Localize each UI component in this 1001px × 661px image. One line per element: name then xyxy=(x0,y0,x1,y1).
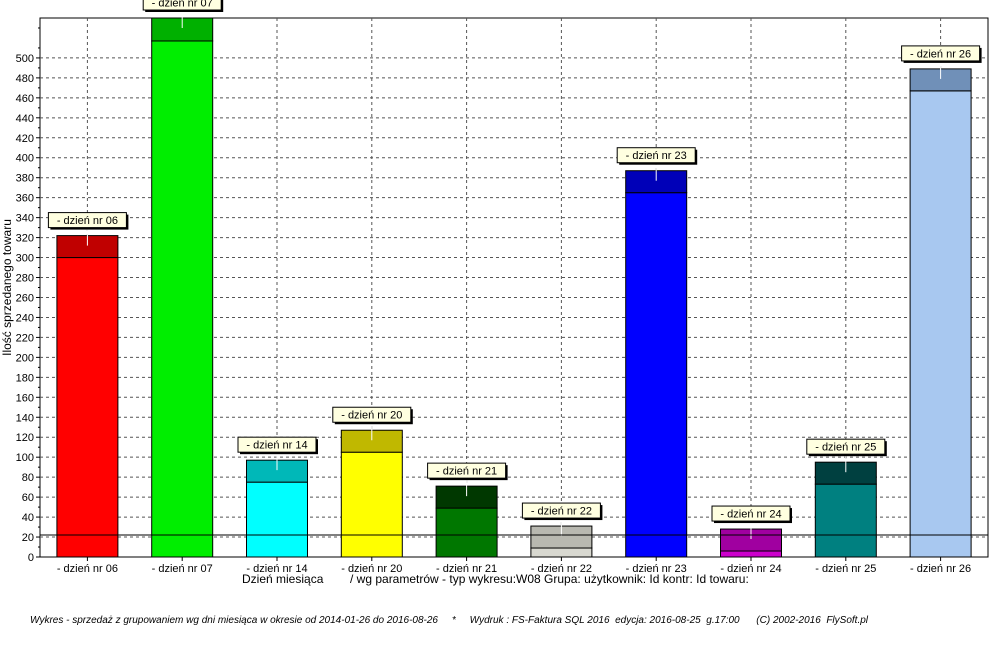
data-label-box xyxy=(427,462,507,479)
bar-base-segment xyxy=(814,483,877,558)
data-label-box xyxy=(47,212,127,229)
y-tick-label: 500 xyxy=(16,53,34,65)
data-label: - dzień nr 25 xyxy=(815,442,876,454)
bar-base-segment xyxy=(625,192,688,558)
data-label-box xyxy=(142,0,222,11)
y-tick-label: 400 xyxy=(16,153,34,165)
data-label-box xyxy=(616,147,696,164)
data-label-box xyxy=(521,502,601,519)
y-tick-label: 360 xyxy=(16,193,34,205)
bar-base-segment xyxy=(151,40,214,558)
y-tick-label: 120 xyxy=(16,432,34,444)
x-tick-label: - dzień nr 26 xyxy=(910,563,971,575)
y-tick-label: 480 xyxy=(16,73,34,85)
y-tick-label: 300 xyxy=(16,253,34,265)
y-tick-label: 180 xyxy=(16,372,34,384)
x-tick-label: - dzień nr 14 xyxy=(246,563,307,575)
x-tick-label: - dzień nr 25 xyxy=(815,563,876,575)
data-label: - dzień nr 23 xyxy=(626,150,687,162)
data-label: - dzień nr 20 xyxy=(341,410,402,422)
y-tick-label: 380 xyxy=(16,173,34,185)
bar-base-segment xyxy=(246,481,308,558)
y-tick-label: 240 xyxy=(16,312,34,324)
bar-base-segment xyxy=(340,451,403,558)
data-label-box xyxy=(901,45,981,62)
data-label: - dzień nr 24 xyxy=(720,509,781,521)
y-tick-label: 200 xyxy=(16,352,34,364)
data-label: - dzień nr 07 xyxy=(152,0,213,10)
x-tick-label: - dzień nr 22 xyxy=(531,563,592,575)
bar-base-segment xyxy=(720,550,782,558)
y-tick-label: 420 xyxy=(16,133,34,145)
bar-base-segment xyxy=(530,547,593,558)
y-tick-label: 60 xyxy=(22,492,34,504)
data-label: - dzień nr 21 xyxy=(436,466,497,478)
y-tick-label: 0 xyxy=(28,552,34,564)
x-tick-label: - dzień nr 07 xyxy=(152,563,213,575)
x-tick-label: - dzień nr 20 xyxy=(341,563,402,575)
y-tick-label: 140 xyxy=(16,412,34,424)
data-label: - dzień nr 26 xyxy=(910,48,971,60)
y-tick-label: 220 xyxy=(16,332,34,344)
y-axis-label: Ilość sprzedanego towaru xyxy=(0,219,14,356)
y-tick-label: 340 xyxy=(16,213,34,225)
bar-base-segment xyxy=(909,90,972,558)
x-tick-label: - dzień nr 06 xyxy=(57,563,118,575)
y-tick-label: 260 xyxy=(16,292,34,304)
y-tick-label: 280 xyxy=(16,273,34,285)
y-tick-label: 40 xyxy=(22,512,34,524)
y-tick-label: 20 xyxy=(22,532,34,544)
y-tick-label: 100 xyxy=(16,452,34,464)
x-tick-label: - dzień nr 23 xyxy=(626,563,687,575)
y-tick-label: 160 xyxy=(16,392,34,404)
data-label-box xyxy=(711,505,791,522)
data-label-box xyxy=(332,406,412,423)
data-label: - dzień nr 14 xyxy=(246,440,307,452)
x-axis-label: Dzień miesiąca xyxy=(242,572,324,586)
y-tick-label: 460 xyxy=(16,93,34,105)
data-label: - dzień nr 22 xyxy=(531,506,592,518)
x-tick-label: - dzień nr 21 xyxy=(436,563,497,575)
bar-base-segment xyxy=(435,507,498,558)
data-label-box xyxy=(806,438,886,455)
y-tick-label: 320 xyxy=(16,233,34,245)
y-tick-label: 440 xyxy=(16,113,34,125)
data-label: - dzień nr 06 xyxy=(57,215,118,227)
footer-caption: Wykres - sprzedaż z grupowaniem wg dni m… xyxy=(30,615,869,626)
x-tick-label: - dzień nr 24 xyxy=(720,563,781,575)
data-label-box xyxy=(237,436,317,453)
y-tick-label: 80 xyxy=(22,472,34,484)
chart-subtitle: / wg parametrów - typ wykresu:W08 Grupa:… xyxy=(350,572,749,586)
bar-base-segment xyxy=(56,257,119,558)
